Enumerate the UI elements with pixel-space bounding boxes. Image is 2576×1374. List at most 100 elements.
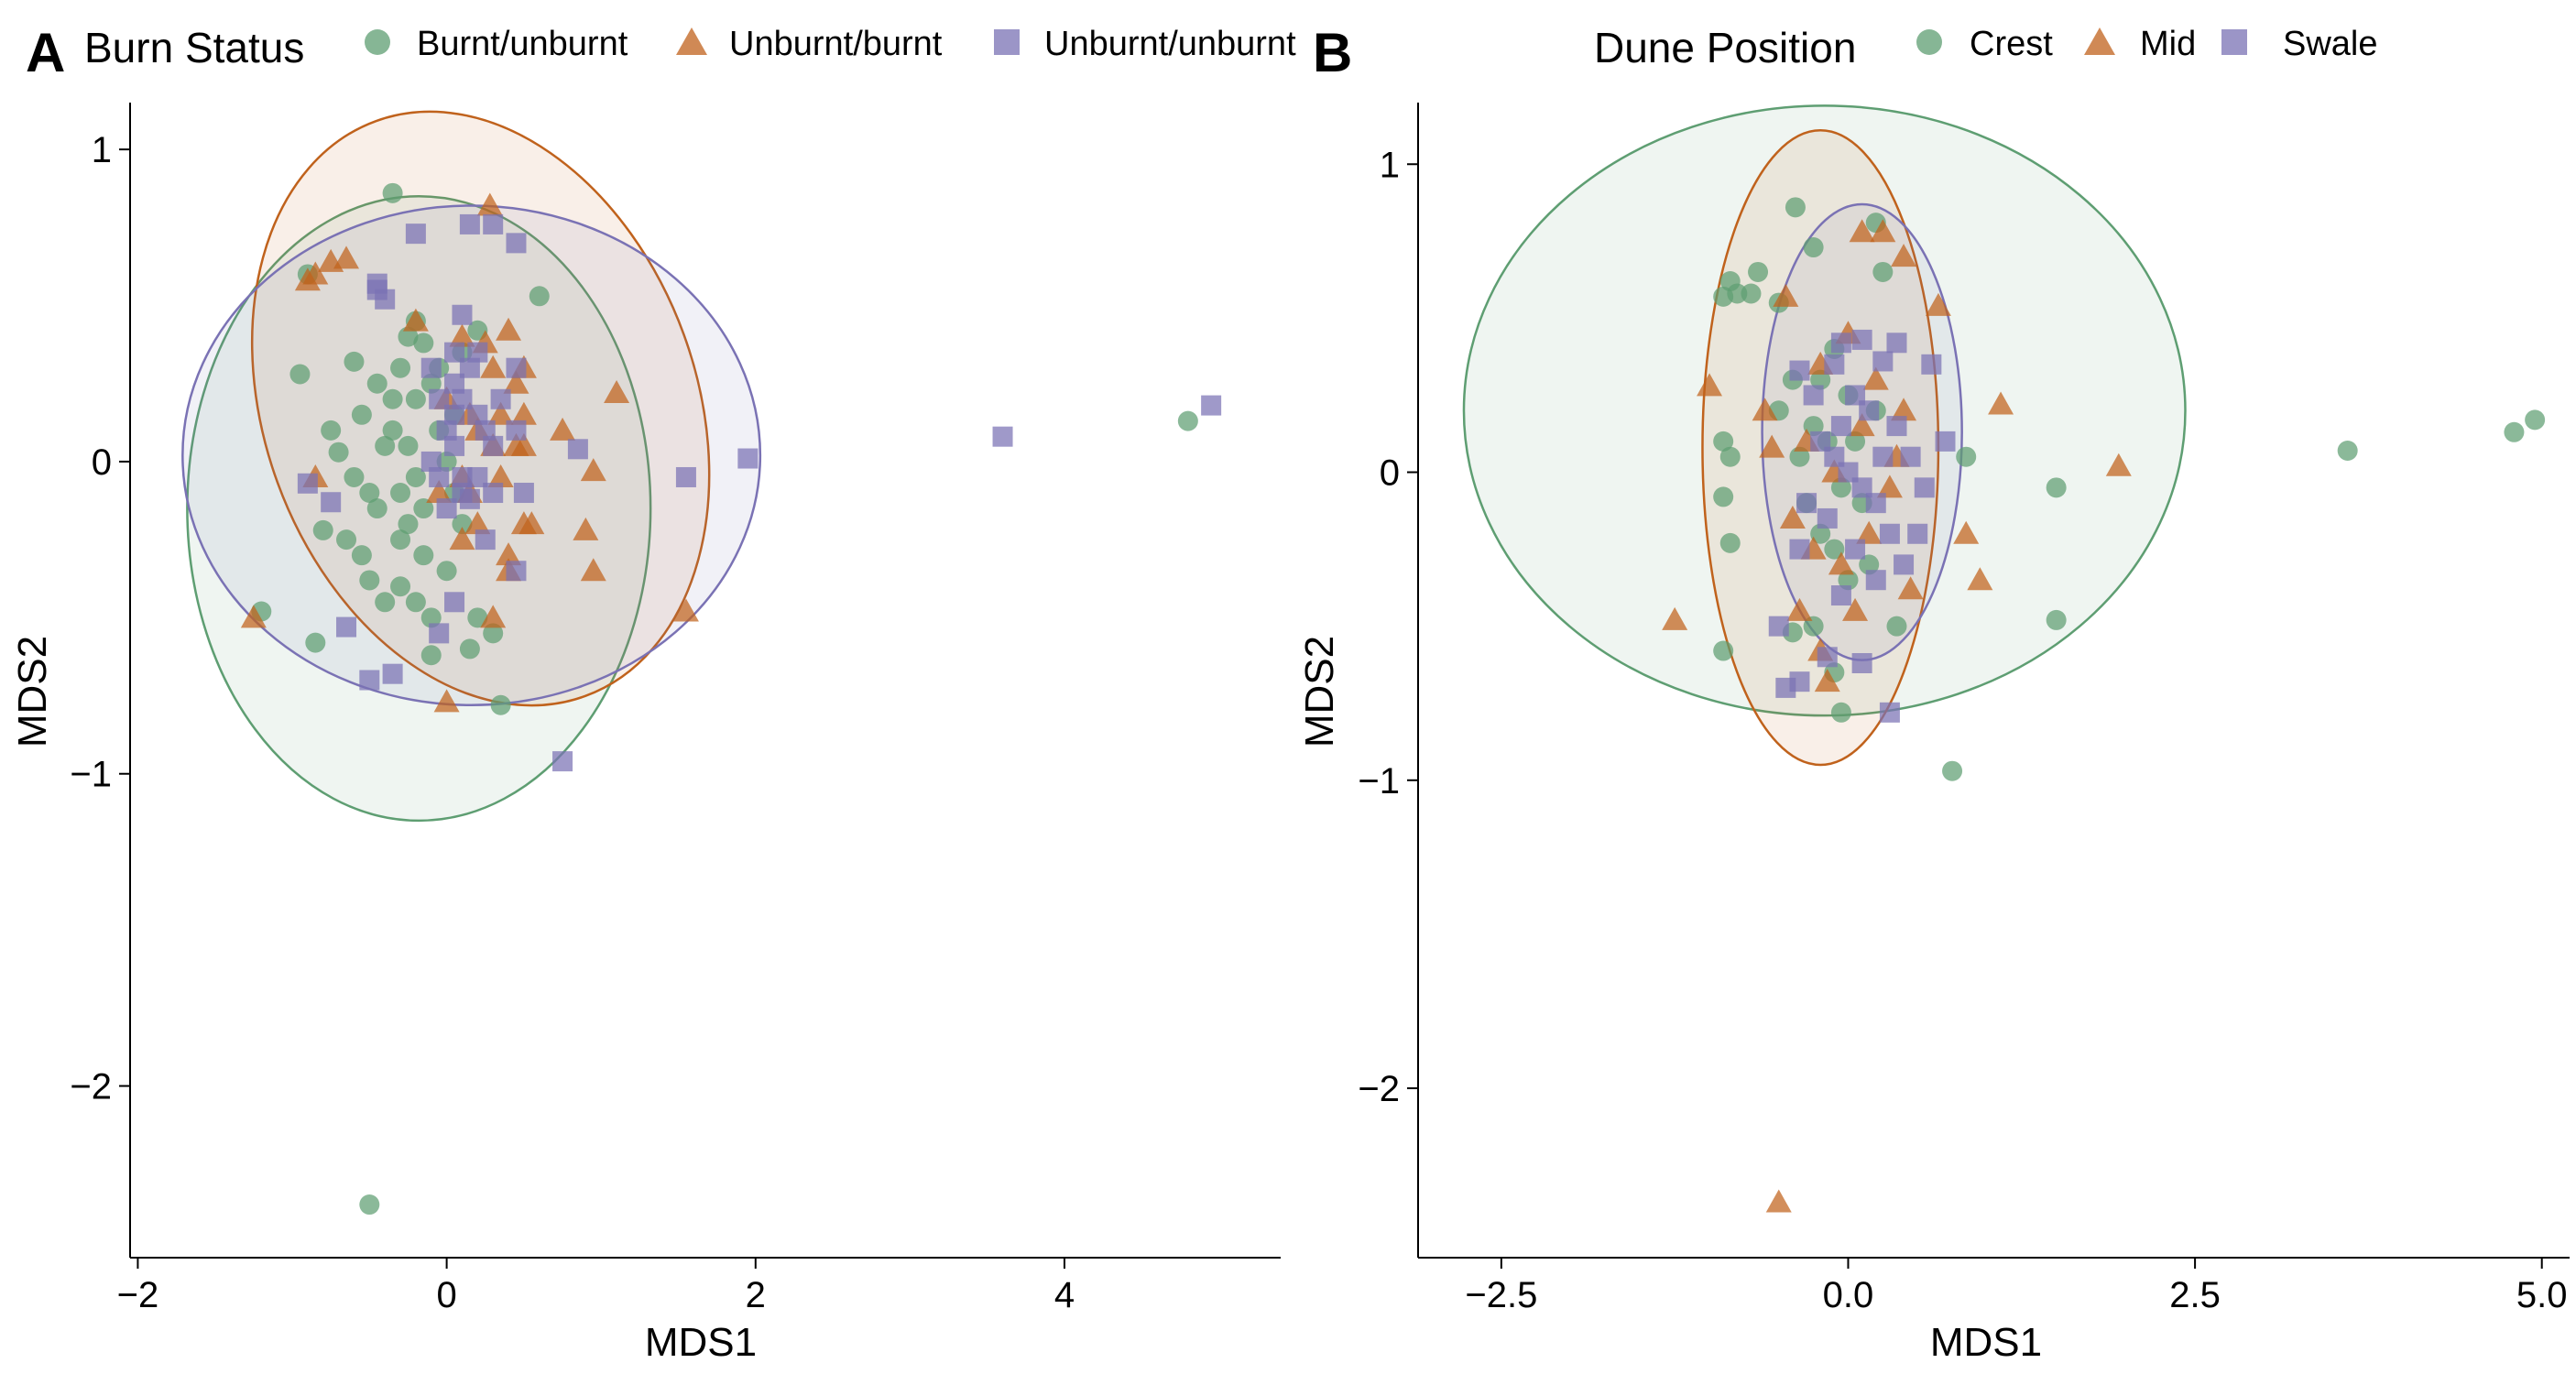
point-a-s1-35 <box>366 373 387 394</box>
point-b-s2-3 <box>1891 244 1917 267</box>
point-a-s1-2 <box>529 286 550 307</box>
point-a-s1-16 <box>490 694 511 715</box>
panel-b: B Dune Position Crest Mid Swale −2.5 0.0 2… <box>1297 22 2570 1365</box>
point-b-s3-22 <box>1817 647 1838 668</box>
point-a-s1-40 <box>413 545 434 566</box>
point-b-s1-1 <box>1785 197 1806 218</box>
point-b-s3-13 <box>1851 477 1872 498</box>
point-a-s2-6 <box>496 317 522 341</box>
point-a-s1-11 <box>359 570 380 591</box>
point-a-s1-5 <box>344 351 365 372</box>
point-a-s1-51 <box>390 483 411 504</box>
point-b-s2-7 <box>1697 373 1723 397</box>
point-b-s2-10 <box>1786 597 1813 621</box>
point-a-s1-9 <box>305 632 326 653</box>
point-a-s3-40 <box>429 466 450 487</box>
point-a-s2-30 <box>496 542 522 566</box>
point-a-s3-46 <box>444 342 465 363</box>
ellipse-a-3 <box>181 204 762 707</box>
point-a-s2-22 <box>510 401 537 425</box>
point-a-s1-50 <box>398 435 419 456</box>
point-a-s3-16 <box>321 492 342 513</box>
point-b-s3-14 <box>1838 462 1859 483</box>
point-a-s1-46 <box>336 529 357 551</box>
point-a-s3-48 <box>420 451 442 472</box>
point-a-s1-15 <box>459 638 480 660</box>
point-a-s2-23 <box>503 432 529 456</box>
point-a-s2-14 <box>672 598 699 622</box>
point-a-s1-43 <box>483 623 504 644</box>
point-b-s1-15 <box>1713 640 1734 661</box>
point-b-s3-18 <box>1789 539 1810 560</box>
point-a-s3-12 <box>737 448 759 469</box>
point-a-s1-6 <box>321 420 342 441</box>
point-a-s3-13 <box>992 426 1013 447</box>
point-b-s1-32 <box>1830 477 1851 498</box>
point-b-s1-24 <box>2337 440 2358 461</box>
point-a-s2-26 <box>503 370 529 394</box>
point-a-s1-34 <box>382 420 403 441</box>
point-b-s3-27 <box>1830 416 1851 437</box>
point-b-s2-25 <box>1828 551 1854 575</box>
point-a-s1-52 <box>405 388 426 409</box>
point-b-s2-11 <box>1814 669 1840 692</box>
panel-a-letter: A <box>26 22 65 83</box>
point-a-s2-12 <box>573 517 599 540</box>
legend-b-label-1: Crest <box>1970 25 2053 63</box>
point-a-s2-16 <box>464 511 491 535</box>
point-b-s3-29 <box>1817 507 1838 529</box>
point-b-s3-8 <box>1914 477 1935 498</box>
point-a-s3-25 <box>475 529 496 551</box>
point-b-s3-17 <box>1796 493 1817 514</box>
point-a-s3-1 <box>405 224 426 245</box>
legend-a-label-2: Unburnt/burnt <box>729 25 943 63</box>
point-b-s1-34 <box>1810 523 1831 544</box>
point-a-s3-35 <box>506 420 527 441</box>
legend-a-label-1: Burnt/unburnt <box>417 25 628 63</box>
panel-b-y-axis-label: MDS2 <box>1297 636 1342 747</box>
point-a-s3-45 <box>420 357 442 378</box>
point-b-s1-25 <box>2504 421 2525 442</box>
panel-a-legend-title: Burn Status <box>84 24 304 71</box>
point-a-s2-13 <box>580 558 606 582</box>
y-tick-label-a-3: 0 <box>92 442 112 483</box>
point-a-s3-30 <box>429 388 450 409</box>
panel-b-plot: −2.5 0.0 2.5 5.0 −2 −1 0 1 <box>1358 103 2570 1315</box>
point-b-s1-28 <box>1810 369 1831 390</box>
point-a-s1-19 <box>351 545 372 566</box>
point-a-s2-20 <box>433 689 460 713</box>
x-tick-label-a-3: 2 <box>746 1275 766 1315</box>
point-a-s3-33 <box>467 342 488 363</box>
point-b-s1-9 <box>1727 283 1748 304</box>
legend-b-marker-2 <box>2084 27 2115 55</box>
point-a-s2-29 <box>518 511 545 535</box>
point-b-s2-17 <box>2105 453 2132 476</box>
point-b-s3-12 <box>1865 493 1886 514</box>
point-b-s2-21 <box>1849 413 1875 437</box>
point-a-s1-8 <box>312 519 333 540</box>
point-a-s1-36 <box>351 404 372 425</box>
point-a-s2-34 <box>426 480 453 504</box>
point-b-s3-33 <box>1865 570 1886 591</box>
ellipse-b-1 <box>1462 104 2187 717</box>
point-a-s1-24 <box>398 326 419 347</box>
panel-a-y-axis-label: MDS2 <box>10 636 55 747</box>
point-b-s2-13 <box>1897 576 1924 600</box>
point-b-s2-18 <box>1765 1189 1792 1213</box>
point-a-s3-21 <box>444 592 465 613</box>
point-a-s1-18 <box>1177 410 1198 431</box>
point-b-s2-16 <box>1662 606 1688 630</box>
point-a-s3-32 <box>459 357 480 378</box>
point-a-s3-17 <box>336 616 357 638</box>
y-tick-label-b-4: 1 <box>1380 145 1400 185</box>
panel-a-legend-item-2: Unburnt/burnt <box>676 25 943 63</box>
point-a-s3-10 <box>567 439 588 460</box>
panel-a-plot: −2 0 2 4 −2 −1 0 1 <box>70 103 1281 1315</box>
point-b-s3-25 <box>1845 385 1866 406</box>
point-b-s3-26 <box>1859 400 1880 421</box>
point-a-s3-18 <box>359 670 380 691</box>
point-a-s1-38 <box>359 483 380 504</box>
panel-b-legend-item-3: Swale <box>2221 25 2378 63</box>
legend-a-marker-1 <box>365 29 390 55</box>
